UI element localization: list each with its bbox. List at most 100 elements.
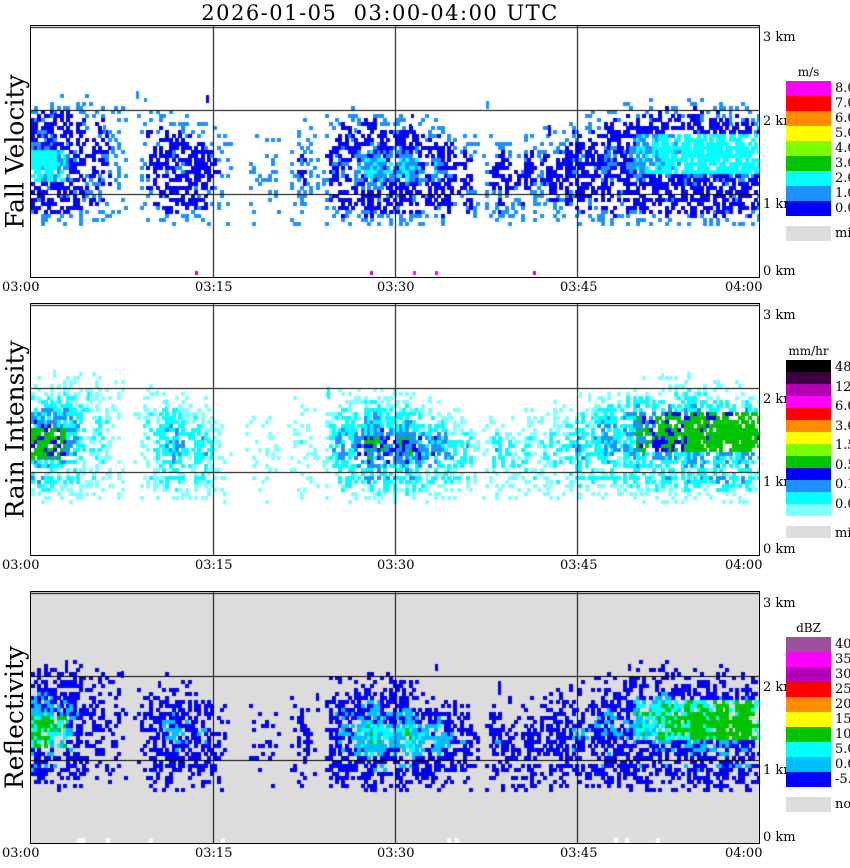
colorbar-swatch [786,742,831,757]
colorbar-tick-label: 35.0 [835,652,850,667]
panel-fall-velocity [30,25,760,278]
colorbar-tick-label: 15.0 [835,712,850,727]
colorbar-tick-label: 0.5 [835,457,850,473]
colorbar-tick-label: 0.0 [835,757,850,772]
colorbar-swatch [786,420,831,432]
colorbar-missing-swatch [786,526,831,538]
time-tick-0315-p3: 03:15 [195,846,233,861]
colorbar-swatch [786,171,831,186]
time-tick-0345-p1: 03:45 [560,280,598,295]
time-tick-0345-p3: 03:45 [560,846,598,861]
colorbar-tick-label: 25.0 [835,682,850,697]
colorbar-swatch [786,697,831,712]
colorbar-swatch [786,96,831,111]
colorbar-tick-label: -5.0 [835,772,850,787]
time-tick-0400-p3: 04:00 [725,846,763,861]
time-tick-0400-p1: 04:00 [725,280,763,295]
panel-rain-intensity [30,303,760,556]
colorbar-swatch [786,637,831,652]
colorbar-tick-label: 6.0 [835,399,850,414]
colorbar-swatch [786,456,831,468]
colorbar-swatch [786,480,831,492]
colorbar-missing-label: miss [835,526,850,541]
axis-label-reflectivity: Reflectivity [0,591,30,844]
colorbar-swatch [786,432,831,444]
colorbar-tick-label: 40.0 [835,637,850,652]
colorbar-swatch [786,492,831,504]
time-tick-0345-p2: 03:45 [560,558,598,573]
colorbar-unit-ms: m/s [797,65,820,79]
colorbar-tick-label: 5.0 [835,126,850,141]
colorbar-swatch [786,504,831,516]
colorbar-tick-label: 8.0 [835,81,850,96]
colorbar-swatch [786,186,831,201]
colorbar-swatch [786,408,831,420]
alt-tick-3km-p1: 3 km [763,30,796,45]
colorbar-tick-label: 4.0 [835,141,850,156]
colorbar-swatch [786,468,831,480]
colorbar-tick-label: 3.0 [835,418,850,434]
colorbar-missing-swatch [786,226,831,241]
colorbar-swatch [786,126,831,141]
colorbar-swatch [786,667,831,682]
alt-tick-3km-p2: 3 km [763,308,796,323]
colorbar-swatch [786,712,831,727]
colorbar-missing-label: none [835,797,850,812]
colorbar-tick-label: 10.0 [835,727,850,742]
colorbar-tick-label: 3.0 [835,156,850,171]
colorbar-swatch [786,772,831,787]
panel-reflectivity [30,591,760,844]
colorbar-swatch [786,652,831,667]
colorbar-swatch [786,360,831,372]
colorbar-swatch [786,201,831,216]
figure-title: 2026-01-05 03:00-04:00 UTC [201,1,559,25]
colorbar-tick-label: 1.5 [835,438,850,453]
time-tick-0330-p1: 03:30 [377,280,415,295]
colorbar-missing-label: miss [835,226,850,241]
time-tick-0300-p2: 03:00 [2,558,40,573]
colorbar-swatch [786,757,831,772]
axis-label-text: Reflectivity [0,645,30,790]
colorbar-tick-label: 5.0 [835,742,850,757]
colorbar-unit-mmhr: mm/hr [788,344,829,358]
time-tick-0330-p2: 03:30 [377,558,415,573]
colorbar-tick-label: 0.0 [835,201,850,216]
axis-label-text: Fall Velocity [0,74,30,229]
colorbar-tick-label: 0.0 [835,496,850,512]
alt-tick-0km-p1: 0 km [763,264,796,279]
colorbar-swatch [786,727,831,742]
colorbar-swatch [786,396,831,408]
colorbar-tick-label: 30.0 [835,667,850,682]
time-tick-0300-p3: 03:00 [2,846,40,861]
colorbar-swatch [786,444,831,456]
time-tick-0330-p3: 03:30 [377,846,415,861]
colorbar-swatch [786,372,831,384]
axis-label-text: Rain Intensity [0,340,30,519]
colorbar-tick-label: 1.0 [835,186,850,201]
alt-tick-0km-p3: 0 km [763,830,796,845]
colorbar-swatch [786,111,831,126]
colorbar-tick-label: 2.0 [835,171,850,186]
colorbar-tick-label: 48.0 [835,360,850,375]
colorbar-missing-swatch [786,797,831,812]
time-tick-0400-p2: 04:00 [725,558,763,573]
colorbar-swatch [786,156,831,171]
time-tick-0315-p1: 03:15 [195,280,233,295]
colorbar-unit-dbz: dBZ [796,621,821,635]
axis-label-fall-velocity: Fall Velocity [0,25,30,278]
colorbar-swatch [786,81,831,96]
colorbar-swatch [786,384,831,396]
fall-velocity-data-plot [31,26,759,277]
time-tick-0300-p1: 03:00 [2,280,40,295]
alt-tick-3km-p3: 3 km [763,596,796,611]
reflectivity-data-plot [31,592,759,843]
colorbar-tick-label: 0.1 [835,477,850,492]
axis-label-rain-intensity: Rain Intensity [0,303,30,556]
alt-tick-0km-p2: 0 km [763,542,796,557]
colorbar-tick-label: 6.0 [835,111,850,126]
colorbar-tick-label: 20.0 [835,697,850,712]
rain-intensity-data-plot [31,304,759,555]
time-tick-0315-p2: 03:15 [195,558,233,573]
colorbar-swatch [786,141,831,156]
